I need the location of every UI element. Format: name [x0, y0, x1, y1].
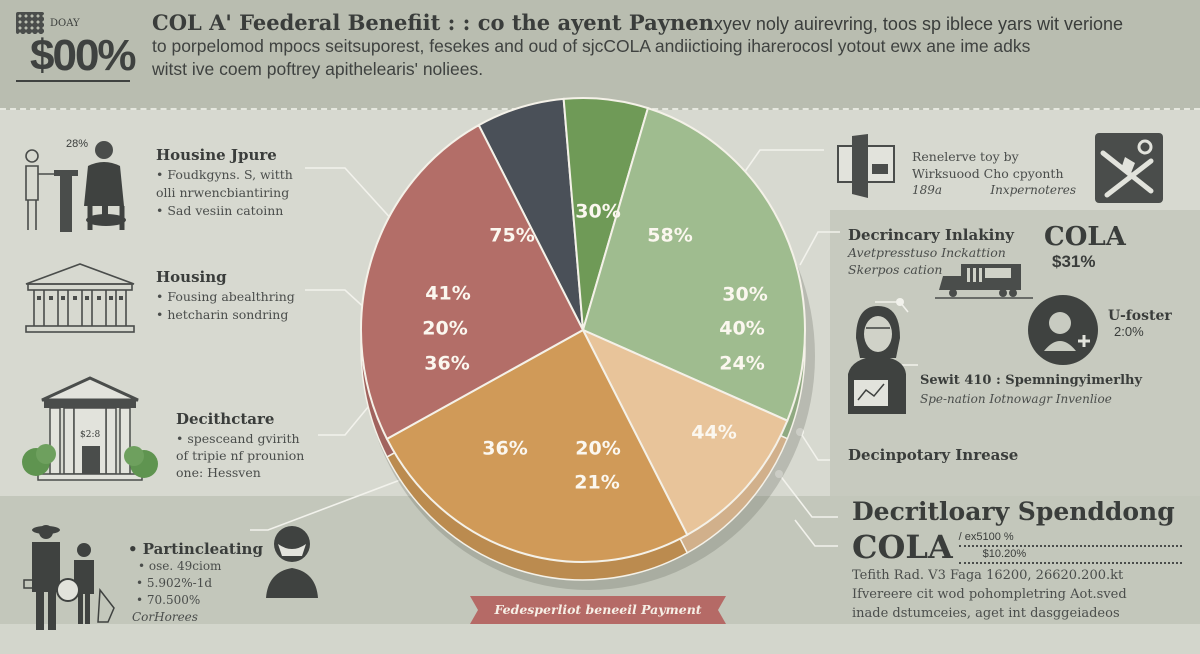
calendar-icon: [16, 12, 44, 34]
right-top-line-2: Wirksuood Cho cpyonth: [912, 166, 1064, 181]
woman-icon: [846, 298, 908, 414]
header-line-1: to porpelomod mpocs seitsuporest, feseke…: [152, 36, 1031, 56]
masked-person-icon: [262, 520, 322, 600]
discretionary-heading: Decrincary Inlakiny: [848, 226, 1014, 244]
spending-cola: COLA: [852, 528, 953, 566]
spending-row-1: / ex5100 %: [958, 530, 1182, 547]
left-panel-2-line-2: • hetcharin sondring: [156, 307, 289, 322]
brand-block: DOAY $00%: [16, 12, 137, 82]
cola-value: $31%: [1052, 252, 1096, 271]
left-panel-3: Decithctare • spesceand gvirith of tripi…: [176, 410, 326, 481]
bank-icon-badge: $2:8: [80, 430, 101, 440]
left-panel-4-heading: • Partincleating: [128, 540, 263, 558]
family-icon: [22, 520, 122, 632]
header-text: COL A' Feederal Benefiit : : co the ayen…: [152, 10, 1152, 81]
spending-row-2: $10.20%: [958, 547, 1182, 564]
left-panel-3-line-2: of tripie nf prounion: [176, 448, 305, 463]
pie-slice-sage: [581, 106, 806, 422]
left-panel-1-line-2: olli nrwencbiantiring: [156, 185, 290, 200]
tools-icon: [1095, 133, 1163, 203]
left-panel-2-heading: Housing: [156, 268, 227, 286]
calendar-label: DOAY: [50, 17, 80, 29]
left-panel-4-line-1: • ose. 49ciom: [138, 559, 222, 573]
discretionary-line-1: Avetpresstuso Inckattion: [848, 245, 1006, 260]
left-panel-1: Housine Jpure • Foudkgyns. S, witth olli…: [156, 146, 306, 220]
left-panel-1-line-1: • Foudkgyns. S, witth: [156, 167, 293, 182]
government-building-icon: [24, 262, 136, 334]
left-panel-1-heading: Housine Jpure: [156, 146, 277, 164]
avatar-stat: U-foster 2:0%: [1108, 308, 1188, 339]
door-icon: [836, 132, 896, 198]
user-add-icon: [1028, 295, 1098, 365]
left-panel-3-line-1: • spesceand gvirith: [176, 431, 300, 446]
truck-icon: [935, 262, 1035, 302]
right-top-right-foot: Inxpernoteres: [990, 183, 1076, 197]
left-panel-4-line-2: • 5.902%-1d: [136, 576, 213, 590]
chart-title-ribbon: Fedesperliot beneeil Payment: [470, 594, 726, 626]
increase-heading: Decinpotary Inrease: [848, 446, 1019, 464]
left-panel-1-icon: 28%: [18, 136, 148, 236]
page-title: COL A' Feederal Benefiit : : co the ayen…: [152, 10, 714, 35]
person-title: Sewit 410 : Spemningyimerlhy: [920, 373, 1143, 388]
left-panel-1-line-3: • Sad vesiin catoinn: [156, 203, 284, 218]
right-top-left-foot: 189a: [912, 183, 943, 197]
discretionary-line-2: Skerpos cation: [848, 262, 943, 277]
spending-text-1: Tefith Rad. V3 Faga 16200, 26620.200.kt: [852, 568, 1124, 583]
page-title-tail: xyev noly auirevring, toos sp iblece yar…: [713, 14, 1124, 34]
right-panel-top: Renelerve toy by Wirksuood Cho cpyonth 1…: [912, 148, 1092, 199]
avatar-value: 2:0%: [1114, 324, 1144, 339]
pie-slices: [360, 97, 806, 563]
pie-slice-red: [360, 123, 585, 441]
left-panel-4-footnote: CorHorees: [132, 610, 198, 624]
left-panel-2-line-1: • Fousing abealthring: [156, 289, 295, 304]
avatar-label: U-foster: [1108, 308, 1172, 324]
people-handshake-icon: [25, 141, 126, 232]
right-panel-discretionary: Decrincary Inlakiny Avetpresstuso Inckat…: [848, 226, 1038, 278]
bank-building-icon: $2:8: [20, 374, 160, 486]
left-panel-3-heading: Decithctare: [176, 410, 275, 428]
right-top-line-1: Renelerve toy by: [912, 149, 1019, 164]
brand-value: $00%: [16, 34, 137, 82]
spending-text-3: inade dstumceies, aget int dasggeiadeos: [852, 606, 1120, 621]
left-panel-3-line-3: one: Hessven: [176, 465, 261, 480]
pie-slice-peach: [580, 327, 789, 537]
left-panel-4: • Partincleating • ose. 49ciom • 5.902%-…: [128, 540, 268, 626]
left-panel-2: Housing • Fousing abealthring • hetchari…: [156, 268, 306, 324]
spending-text-2: Ifvereere cit wod pohompletring Aot.sved: [852, 587, 1127, 602]
left-panel-4-line-3: • 70.500%: [136, 593, 201, 607]
spending-heading: Decritloary Spenddong: [852, 497, 1175, 526]
pie-slice-orange: [385, 328, 689, 563]
person-subtitle: Spe-nation Iotnowagr Invenlioe: [920, 392, 1112, 406]
people-icon-badge: 28%: [66, 138, 89, 150]
cola-summary: COLA $31%: [1044, 222, 1144, 272]
spending-block: Decritloary Spenddong COLA / ex5100 % $1…: [852, 496, 1182, 623]
footer-band: [0, 624, 1200, 654]
cola-label: COLA: [1044, 222, 1126, 252]
person-caption: Sewit 410 : Spemningyimerlhy Spe-nation …: [920, 372, 1180, 408]
header-line-2: witst ive coem poftrey apithelearis' nol…: [152, 59, 484, 79]
increase-block: Decinpotary Inrease: [848, 446, 1108, 464]
chart-title: Fedesperliot beneeil Payment: [494, 602, 702, 617]
